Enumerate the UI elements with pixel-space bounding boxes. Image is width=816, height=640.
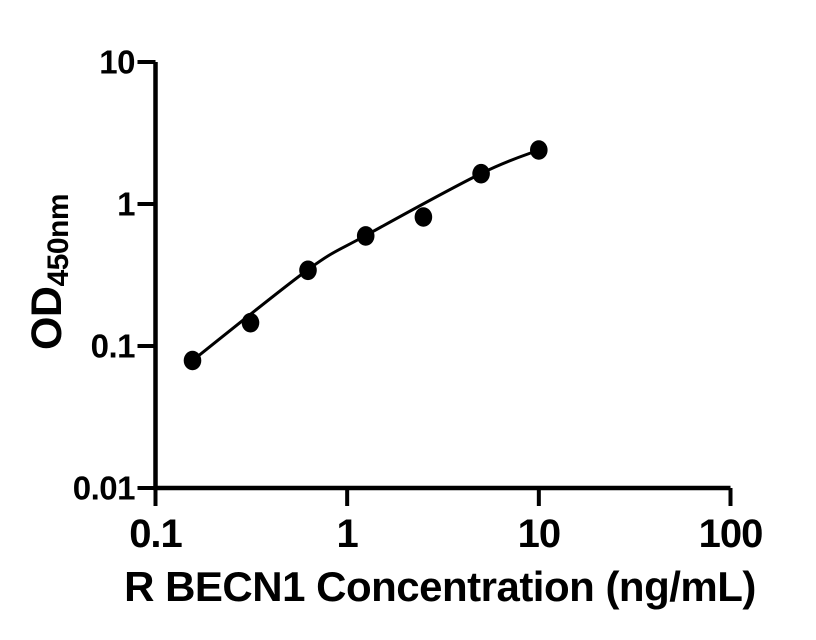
x-axis-tick-labels: 0.1 1 10 100 [129,512,763,556]
y-axis-ticks [137,60,156,490]
data-point [472,163,490,184]
data-point [356,226,375,246]
x-tick-label: 100 [699,512,763,556]
y-tick-label: 10 [99,44,135,81]
data-point [299,260,317,281]
x-axis-ticks [153,488,733,506]
y-tick-label: 1 [117,186,135,223]
x-tick-label: 1 [337,512,359,556]
data-point [414,207,433,227]
y-axis-title-subscript: 450nm [42,194,75,287]
y-tick-label: 0.01 [73,470,135,507]
data-points [183,140,548,371]
x-axis-title: R BECN1 Concentration (ng/mL) [124,563,756,610]
axes [153,62,731,491]
x-tick-label: 0.1 [129,512,182,556]
y-axis-tick-labels: 10 1 0.1 0.01 [73,44,136,507]
y-tick-label: 0.1 [91,328,136,365]
y-axis-title: OD450nm [23,194,75,350]
axis-lines [153,62,731,491]
x-tick-label: 10 [518,512,561,556]
y-axis-title-main: OD [23,287,71,351]
data-point [241,312,260,333]
data-point [530,140,548,160]
data-point [183,350,202,371]
